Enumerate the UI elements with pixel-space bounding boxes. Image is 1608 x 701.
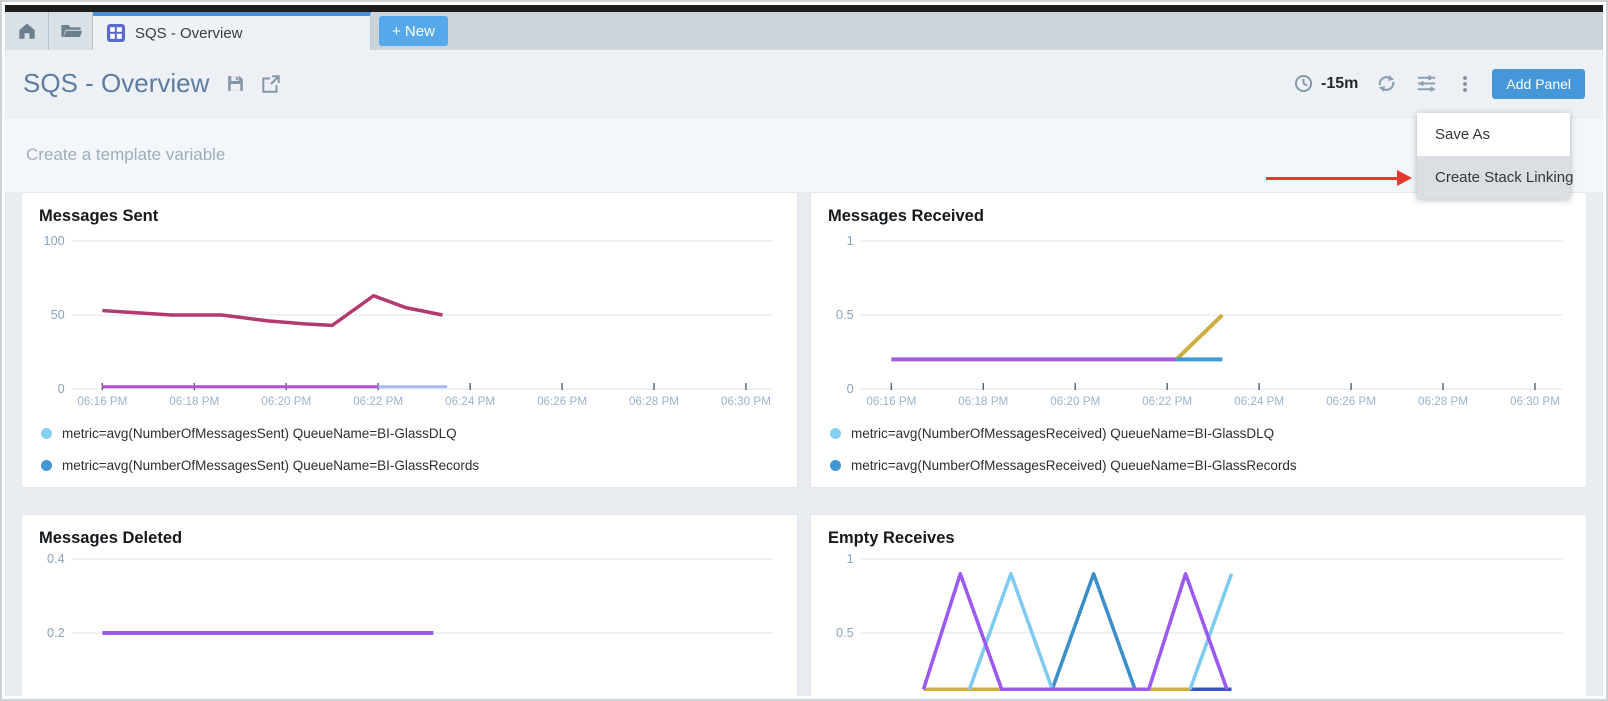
empty-receives-chart[interactable]: 10.5 [811, 549, 1586, 696]
folder-icon [60, 25, 82, 37]
messages-sent-chart[interactable]: 100 50 0 06:16 PM 06:18 PM 06:20 PM 06:22 PM 06… [22, 227, 797, 417]
legend-label: metric=avg(NumberOfMessagesSent) QueueNa… [62, 426, 457, 441]
legend-color-dot [41, 460, 52, 471]
home-icon [18, 23, 35, 39]
x-tick-label: 06:28 PM [1418, 396, 1468, 408]
panel-title: Messages Deleted [39, 529, 183, 547]
x-tick-label: 06:16 PM [866, 396, 916, 408]
legend: metric=avg(NumberOfMessagesReceived) Que… [811, 417, 1586, 473]
dashboard-header: SQS - Overview -15m [5, 50, 1603, 117]
series-line [1050, 572, 1137, 690]
x-tick-label: 06:18 PM [169, 396, 219, 408]
add-panel-button[interactable]: Add Panel [1492, 68, 1585, 99]
time-range-value[interactable]: -15m [1321, 74, 1359, 92]
series-line [1174, 313, 1224, 361]
home-button[interactable] [5, 12, 49, 50]
kebab-menu-icon[interactable] [1455, 74, 1475, 94]
x-tick-label: 06:22 PM [1142, 396, 1192, 408]
y-tick-label: 100 [44, 234, 65, 248]
time-range-clock-icon[interactable] [1293, 73, 1314, 94]
page-title: SQS - Overview [23, 68, 210, 98]
series-line [102, 294, 443, 328]
legend-color-dot [830, 428, 841, 439]
y-tick-label: 0.5 [836, 308, 854, 322]
panel-empty-receives: Empty Receives 1 0.5 [810, 514, 1587, 696]
legend-label: metric=avg(NumberOfMessagesReceived) Que… [851, 426, 1275, 441]
tab-sqs-overview[interactable]: SQS - Overview [93, 12, 371, 50]
menu-item-save-as[interactable]: Save As [1417, 113, 1570, 156]
legend-label: metric=avg(NumberOfMessagesReceived) Que… [851, 458, 1297, 473]
tab-label: SQS - Overview [135, 24, 243, 42]
series-line [921, 572, 1229, 691]
share-icon[interactable] [260, 73, 282, 95]
app-window: SQS - Overview + New SQS - Overview [5, 5, 1603, 696]
x-tick-label: 06:26 PM [537, 396, 587, 408]
template-variable-bar[interactable]: Create a template variable [5, 117, 1603, 192]
legend-item[interactable]: metric=avg(NumberOfMessagesReceived) Que… [830, 426, 1570, 441]
legend-item[interactable]: metric=avg(NumberOfMessagesReceived) Que… [830, 458, 1570, 473]
y-tick-label: 1 [847, 552, 854, 566]
messages-deleted-chart[interactable]: 0.4 0.2 [22, 549, 797, 696]
panel-messages-sent: Messages Sent 100 50 0 06:16 PM 06:18 PM 06:2… [21, 192, 798, 488]
x-tick-label: 06:24 PM [1234, 396, 1284, 408]
window-top-strip [5, 5, 1603, 12]
tab-bar: SQS - Overview + New [5, 12, 1603, 50]
panel-title: Empty Receives [828, 529, 955, 547]
refresh-icon[interactable] [1375, 72, 1398, 95]
messages-received-chart[interactable]: 1 0.5 0 06:16 PM 06:18 PM 06:20 PM 06:22 PM 06:… [811, 227, 1586, 417]
annotation-arrow [1266, 177, 1399, 180]
x-tick-label: 06:26 PM [1326, 396, 1376, 408]
library-folder-button[interactable] [49, 12, 93, 50]
y-tick-label: 0.2 [47, 626, 65, 640]
x-tick-label: 06:20 PM [261, 396, 311, 408]
panel-messages-received: Messages Received 1 0.5 0 06:16 PM 06:18 PM 0… [810, 192, 1587, 488]
legend: metric=avg(NumberOfMessagesSent) QueueNa… [22, 417, 797, 473]
dashboard-controls: -15m Add Panel [1293, 68, 1585, 99]
y-tick-label: 50 [51, 308, 65, 322]
filters-sliders-icon[interactable] [1415, 72, 1438, 95]
x-tick-label: 06:16 PM [77, 396, 127, 408]
y-tick-label: 0 [847, 382, 854, 396]
x-tick-label: 06:20 PM [1050, 396, 1100, 408]
panel-title: Messages Sent [39, 207, 159, 225]
y-tick-label: 0.5 [836, 626, 854, 640]
panel-messages-deleted: Messages Deleted 0.4 0.2 [21, 514, 798, 696]
x-tick-label: 06:30 PM [721, 396, 771, 408]
legend-color-dot [41, 428, 52, 439]
series-line [967, 572, 1054, 690]
y-tick-label: 0.4 [47, 552, 65, 566]
x-tick-label: 06:22 PM [353, 396, 403, 408]
y-tick-label: 0 [58, 382, 65, 396]
template-variable-label: Create a template variable [26, 145, 226, 164]
panel-grid: Messages Sent 100 50 0 06:16 PM 06:18 PM 06:2… [5, 192, 1603, 696]
legend-item[interactable]: metric=avg(NumberOfMessagesSent) QueueNa… [41, 458, 781, 473]
legend-color-dot [830, 460, 841, 471]
dashboard-grid-icon [107, 24, 125, 42]
x-tick-label: 06:30 PM [1510, 396, 1560, 408]
legend-label: metric=avg(NumberOfMessagesSent) QueueNa… [62, 458, 480, 473]
x-tick-label: 06:24 PM [445, 396, 495, 408]
context-menu: Save As Create Stack Linking [1417, 113, 1573, 199]
x-tick-label: 06:28 PM [629, 396, 679, 408]
save-icon[interactable] [225, 73, 246, 94]
series-line [1188, 573, 1234, 690]
legend-item[interactable]: metric=avg(NumberOfMessagesSent) QueueNa… [41, 426, 781, 441]
y-tick-label: 1 [847, 234, 854, 248]
annotation-arrow-head [1397, 170, 1412, 186]
x-tick-label: 06:18 PM [958, 396, 1008, 408]
new-tab-button[interactable]: + New [379, 16, 448, 46]
menu-item-create-stack-linking[interactable]: Create Stack Linking [1417, 156, 1573, 199]
panel-title: Messages Received [828, 207, 984, 225]
